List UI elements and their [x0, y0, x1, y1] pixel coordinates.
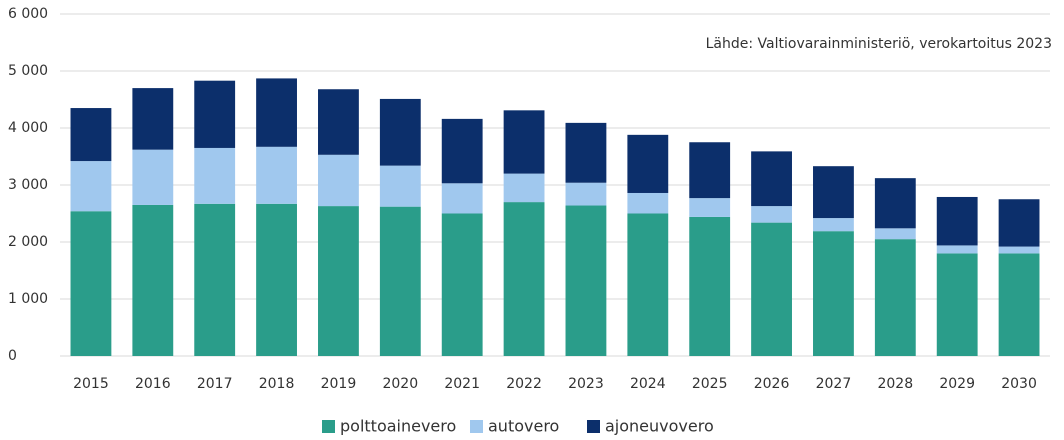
- bar-segment: [751, 206, 792, 223]
- bar-segment: [256, 203, 297, 356]
- bar-segment: [194, 80, 236, 148]
- x-tick-label: 2028: [877, 376, 913, 392]
- x-tick-label: 2022: [506, 376, 542, 392]
- bar-segment: [318, 206, 359, 356]
- bar-segment: [318, 89, 359, 155]
- legend-label: ajoneuvovero: [605, 417, 714, 436]
- bar-segment: [998, 199, 1040, 247]
- x-tick-label: 2020: [382, 376, 418, 392]
- y-tick-label: 2 000: [8, 234, 48, 250]
- bar-segment: [441, 213, 483, 356]
- bar-segment: [318, 154, 359, 207]
- bar-segment: [874, 178, 916, 229]
- y-tick-label: 6 000: [8, 6, 48, 22]
- bar-segment: [565, 122, 607, 183]
- bar-segment: [565, 205, 607, 356]
- legend-swatch: [322, 420, 335, 433]
- bar-segment: [689, 198, 731, 217]
- bar-segment: [627, 213, 669, 356]
- bar-segment: [503, 110, 545, 174]
- legend-label: polttoainevero: [340, 417, 456, 436]
- bar-segment: [379, 98, 421, 166]
- bar-segment: [689, 216, 731, 356]
- bar-segment: [627, 134, 669, 193]
- bar-segment: [256, 78, 297, 147]
- x-tick-label: 2016: [135, 376, 171, 392]
- x-tick-label: 2030: [1001, 376, 1037, 392]
- annotation: Lähde: Valtiovarainministeriö, verokarto…: [706, 36, 1052, 52]
- bar-segment: [70, 211, 112, 356]
- bar-segment: [194, 147, 236, 204]
- legend-swatch: [587, 420, 600, 433]
- bar-segment: [751, 151, 792, 207]
- x-tick-label: 2023: [568, 376, 604, 392]
- bar-segment: [256, 146, 297, 204]
- legend-label: autovero: [488, 417, 559, 436]
- bar-segment: [936, 196, 978, 246]
- bar-segment: [813, 231, 854, 356]
- legend-swatch: [470, 420, 483, 433]
- x-tick-label: 2026: [754, 376, 790, 392]
- bar-segment: [936, 245, 978, 254]
- bar-segment: [813, 166, 854, 219]
- bar-segment: [874, 228, 916, 240]
- bar-segment: [441, 183, 483, 214]
- bar-segment: [998, 253, 1040, 356]
- y-tick-label: 5 000: [8, 63, 48, 79]
- y-tick-label: 3 000: [8, 177, 48, 193]
- x-tick-label: 2024: [630, 376, 666, 392]
- y-tick-label: 0: [8, 348, 17, 364]
- x-tick-label: 2017: [197, 376, 233, 392]
- bar-segment: [132, 204, 174, 356]
- bar-segment: [874, 239, 916, 356]
- y-tick-label: 4 000: [8, 120, 48, 136]
- x-tick-label: 2019: [321, 376, 357, 392]
- x-tick-label: 2021: [444, 376, 480, 392]
- bar-segment: [689, 142, 731, 199]
- x-tick-label: 2027: [816, 376, 852, 392]
- bar-segment: [627, 192, 669, 214]
- bar-segment: [194, 203, 236, 356]
- bar-segment: [70, 108, 112, 162]
- bar-segment: [379, 165, 421, 207]
- bar-segment: [379, 206, 421, 356]
- x-tick-label: 2018: [259, 376, 295, 392]
- bar-segment: [132, 149, 174, 205]
- y-tick-label: 1 000: [8, 291, 48, 307]
- x-tick-label: 2025: [692, 376, 728, 392]
- bar-segment: [565, 182, 607, 206]
- x-tick-label: 2029: [939, 376, 975, 392]
- bar-segment: [441, 118, 483, 184]
- bar-segment: [503, 202, 545, 356]
- bar-segment: [998, 246, 1040, 254]
- bar-segment: [813, 218, 854, 232]
- bar-segment: [70, 161, 112, 212]
- bar-segment: [936, 253, 978, 356]
- bar-segment: [132, 88, 174, 150]
- bar-segment: [751, 222, 792, 356]
- bar-segment: [503, 173, 545, 203]
- x-tick-label: 2015: [73, 376, 109, 392]
